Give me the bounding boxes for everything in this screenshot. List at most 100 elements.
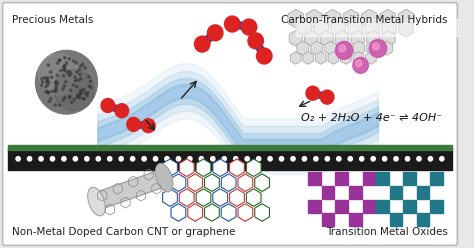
Circle shape bbox=[63, 69, 65, 71]
Bar bbox=[309, 172, 321, 185]
Circle shape bbox=[256, 48, 272, 64]
Circle shape bbox=[237, 22, 244, 29]
Circle shape bbox=[64, 57, 66, 59]
Circle shape bbox=[222, 157, 227, 161]
Text: Precious Metals: Precious Metals bbox=[12, 15, 94, 25]
Ellipse shape bbox=[88, 187, 105, 216]
Bar bbox=[9, 145, 452, 150]
Circle shape bbox=[64, 96, 66, 99]
Circle shape bbox=[176, 157, 181, 161]
Circle shape bbox=[62, 99, 64, 101]
Circle shape bbox=[64, 68, 66, 71]
Circle shape bbox=[88, 76, 90, 78]
Circle shape bbox=[394, 157, 398, 161]
Circle shape bbox=[73, 84, 75, 86]
Bar bbox=[376, 172, 389, 185]
Bar bbox=[9, 148, 452, 170]
Circle shape bbox=[127, 117, 140, 131]
Circle shape bbox=[154, 157, 158, 161]
Bar bbox=[336, 200, 348, 213]
Bar bbox=[363, 200, 375, 213]
Circle shape bbox=[50, 157, 55, 161]
Circle shape bbox=[55, 80, 57, 83]
Circle shape bbox=[348, 157, 352, 161]
Circle shape bbox=[45, 90, 47, 93]
Circle shape bbox=[210, 157, 215, 161]
Circle shape bbox=[80, 65, 82, 67]
Bar bbox=[336, 172, 348, 185]
Circle shape bbox=[417, 157, 421, 161]
Circle shape bbox=[88, 85, 91, 87]
Circle shape bbox=[84, 67, 86, 69]
Circle shape bbox=[36, 50, 98, 114]
Circle shape bbox=[62, 157, 66, 161]
Bar bbox=[309, 200, 321, 213]
Circle shape bbox=[79, 93, 81, 95]
Circle shape bbox=[54, 90, 56, 92]
Bar bbox=[430, 172, 443, 185]
Circle shape bbox=[73, 60, 74, 62]
Circle shape bbox=[51, 90, 54, 93]
Bar bbox=[403, 200, 416, 213]
Circle shape bbox=[38, 54, 79, 95]
Circle shape bbox=[268, 157, 272, 161]
Circle shape bbox=[63, 65, 65, 67]
Circle shape bbox=[66, 71, 69, 74]
Circle shape bbox=[55, 88, 57, 91]
Polygon shape bbox=[92, 170, 168, 210]
Circle shape bbox=[302, 157, 307, 161]
Bar bbox=[349, 186, 362, 199]
Bar bbox=[403, 172, 416, 185]
Bar bbox=[363, 172, 375, 185]
Circle shape bbox=[56, 82, 59, 85]
Circle shape bbox=[82, 88, 85, 91]
Circle shape bbox=[27, 157, 32, 161]
Circle shape bbox=[41, 81, 44, 83]
Circle shape bbox=[320, 90, 334, 104]
Circle shape bbox=[75, 62, 77, 64]
Circle shape bbox=[199, 157, 203, 161]
Circle shape bbox=[80, 90, 82, 92]
Circle shape bbox=[89, 80, 91, 83]
Circle shape bbox=[55, 82, 57, 84]
Bar bbox=[417, 186, 429, 199]
Circle shape bbox=[205, 35, 212, 42]
Circle shape bbox=[77, 94, 79, 96]
Circle shape bbox=[68, 74, 71, 76]
Circle shape bbox=[59, 70, 62, 72]
Circle shape bbox=[65, 62, 68, 64]
Circle shape bbox=[80, 90, 82, 92]
Circle shape bbox=[115, 104, 128, 118]
Circle shape bbox=[44, 77, 46, 79]
Circle shape bbox=[68, 58, 71, 60]
Circle shape bbox=[369, 39, 387, 57]
Circle shape bbox=[90, 86, 92, 89]
Circle shape bbox=[54, 104, 56, 106]
Circle shape bbox=[46, 81, 48, 84]
Circle shape bbox=[68, 70, 71, 73]
Text: Transition Metal Oxides: Transition Metal Oxides bbox=[326, 227, 447, 237]
Circle shape bbox=[82, 98, 85, 100]
Circle shape bbox=[75, 85, 78, 88]
Circle shape bbox=[49, 71, 52, 73]
Circle shape bbox=[68, 96, 71, 99]
Circle shape bbox=[55, 85, 57, 88]
Circle shape bbox=[85, 157, 89, 161]
Circle shape bbox=[46, 78, 48, 81]
Circle shape bbox=[225, 16, 240, 32]
Circle shape bbox=[73, 157, 78, 161]
Circle shape bbox=[48, 100, 51, 103]
Circle shape bbox=[208, 25, 223, 41]
Circle shape bbox=[62, 88, 64, 90]
Circle shape bbox=[142, 119, 155, 133]
Circle shape bbox=[336, 41, 353, 59]
Circle shape bbox=[63, 85, 65, 87]
Circle shape bbox=[47, 81, 50, 84]
Circle shape bbox=[325, 157, 329, 161]
Circle shape bbox=[360, 157, 364, 161]
Circle shape bbox=[78, 68, 81, 71]
Circle shape bbox=[50, 76, 53, 79]
Circle shape bbox=[234, 157, 238, 161]
Circle shape bbox=[248, 33, 264, 49]
Circle shape bbox=[46, 91, 48, 93]
